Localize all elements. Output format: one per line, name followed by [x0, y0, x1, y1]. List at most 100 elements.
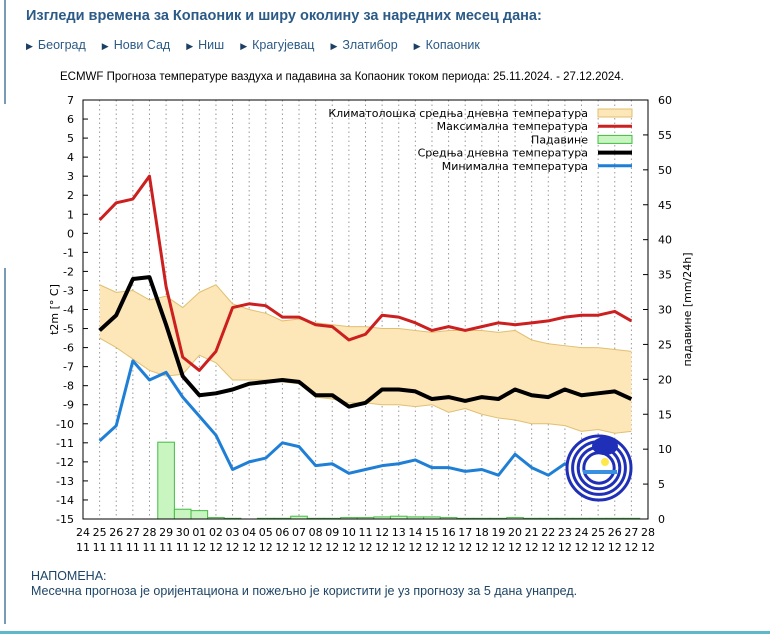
y-tick-label: -2 [63, 265, 74, 278]
y-tick-label: 7 [67, 94, 74, 107]
mean-temp-line [98, 275, 633, 409]
legend-label: Минимална температура [442, 160, 588, 173]
x-tick-label-month: 12 [342, 541, 356, 554]
y2-tick-label: 10 [658, 443, 672, 456]
y-axis-label: t2m [° C] [48, 284, 61, 335]
x-tick-label-day: 09 [325, 526, 339, 539]
x-tick-label-month: 12 [491, 541, 505, 554]
chart-title: ECMWF Прогноза температуре ваздуха и пад… [60, 71, 624, 83]
nav-link-kragujevac[interactable]: ▶ Крагујевац [240, 38, 315, 52]
y-tick-label: 1 [67, 208, 74, 221]
arrow-right-icon: ▶ [26, 41, 33, 51]
x-tick-label-day: 06 [275, 526, 289, 539]
x-tick-label-month: 12 [309, 541, 323, 554]
page-title: Изгледи времена за Копаоник и ширу околи… [26, 8, 542, 24]
x-tick-label-month: 11 [159, 541, 173, 554]
y2-tick-label: 30 [658, 304, 672, 317]
x-tick-label-day: 28 [641, 526, 655, 539]
x-tick-label-month: 11 [126, 541, 140, 554]
y-tick-label: -10 [56, 418, 74, 431]
y2-tick-label: 20 [658, 373, 672, 386]
y-tick-label: -4 [63, 304, 74, 317]
note-text: Месечна прогноза је оријентациона и поже… [31, 584, 578, 598]
logo-ring [565, 434, 633, 502]
y2-tick-label: 5 [658, 478, 665, 491]
x-tick-label-month: 12 [575, 541, 589, 554]
x-tick-label-day: 26 [608, 526, 622, 539]
x-tick-label-day: 29 [159, 526, 173, 539]
x-tick-label-day: 21 [525, 526, 539, 539]
y-tick-label: 2 [67, 189, 74, 202]
x-tick-label-day: 01 [192, 526, 206, 539]
nav-link-beograd[interactable]: ▶ Београд [26, 38, 86, 52]
y2-tick-label: 50 [658, 164, 672, 177]
x-tick-label-month: 11 [76, 541, 90, 554]
precip-bar [190, 510, 209, 520]
logo-cloud [592, 437, 618, 455]
logo-water [583, 470, 617, 474]
rhmz-logo [565, 434, 633, 502]
y-tick-label: -13 [56, 475, 74, 488]
x-tick-label-month: 12 [408, 541, 422, 554]
x-tick-label-month: 12 [275, 541, 289, 554]
y2-tick-label: 40 [658, 234, 672, 247]
x-tick-label-day: 04 [242, 526, 256, 539]
arrow-right-icon: ▶ [186, 41, 194, 51]
x-tick-label-day: 27 [126, 526, 140, 539]
x-tick-label-month: 12 [292, 541, 306, 554]
nav-link-zlatibor[interactable]: ▶ Златибор [330, 38, 398, 52]
x-tick-label-month: 12 [359, 541, 373, 554]
legend-swatch [597, 134, 633, 144]
city-nav: ▶ Београд ▶ Нови Сад ▶ Ниш ▶ Крагујевац ▶ Зла… [26, 38, 480, 52]
climate-band-upper [99, 284, 632, 352]
x-tick-label-month: 12 [608, 541, 622, 554]
x-tick-label-month: 12 [458, 541, 472, 554]
x-tick-label-month: 11 [93, 541, 107, 554]
y-tick-label: -7 [63, 361, 74, 374]
x-tick-label-month: 12 [475, 541, 489, 554]
arrow-right-icon: ▶ [330, 41, 338, 51]
x-tick-label-day: 14 [408, 526, 422, 539]
arrow-right-icon: ▶ [101, 41, 109, 51]
x-tick-label-day: 15 [425, 526, 439, 539]
x-tick-label-month: 12 [242, 541, 256, 554]
x-tick-label-month: 12 [525, 541, 539, 554]
x-tick-label-month: 12 [209, 541, 223, 554]
y-tick-label: -6 [63, 342, 74, 355]
x-tick-label-day: 17 [458, 526, 472, 539]
arrow-right-icon: ▶ [240, 41, 248, 51]
x-tick-label-day: 22 [541, 526, 555, 539]
x-tick-label-month: 11 [176, 541, 190, 554]
nav-link-kopaonik[interactable]: ▶ Копаоник [413, 38, 480, 52]
logo-sun [601, 458, 609, 466]
x-tick-label-month: 12 [624, 541, 638, 554]
x-tick-label-month: 12 [508, 541, 522, 554]
x-tick-label-day: 23 [558, 526, 572, 539]
y-tick-label: -15 [56, 513, 74, 526]
y2-axis-label: падавине [mm/24h] [681, 252, 694, 366]
x-tick-label-month: 12 [591, 541, 605, 554]
y2-tick-label: 55 [658, 129, 672, 142]
x-tick-label-day: 13 [392, 526, 406, 539]
page-frame-left-top [4, 0, 6, 104]
x-tick-label-day: 25 [591, 526, 605, 539]
x-tick-label-day: 24 [76, 526, 90, 539]
x-tick-label-day: 30 [176, 526, 190, 539]
precip-bar [157, 441, 175, 520]
x-tick-label-month: 12 [226, 541, 240, 554]
nav-link-nis[interactable]: ▶ Ниш [186, 38, 225, 52]
y2-tick-label: 15 [658, 408, 672, 421]
y-tick-label: -9 [63, 399, 74, 412]
y2-tick-label: 60 [658, 94, 672, 107]
y-tick-label: -1 [63, 246, 74, 259]
y-tick-label: -14 [56, 494, 74, 507]
y2-tick-label: 0 [658, 513, 665, 526]
x-tick-label-month: 12 [541, 541, 555, 554]
nav-link-novi-sad[interactable]: ▶ Нови Сад [101, 38, 171, 52]
x-tick-label-month: 12 [375, 541, 389, 554]
y-tick-label: -3 [63, 284, 74, 297]
x-tick-label-month: 12 [392, 541, 406, 554]
legend-label: Падавине [531, 133, 588, 146]
x-tick-label-month: 12 [641, 541, 655, 554]
